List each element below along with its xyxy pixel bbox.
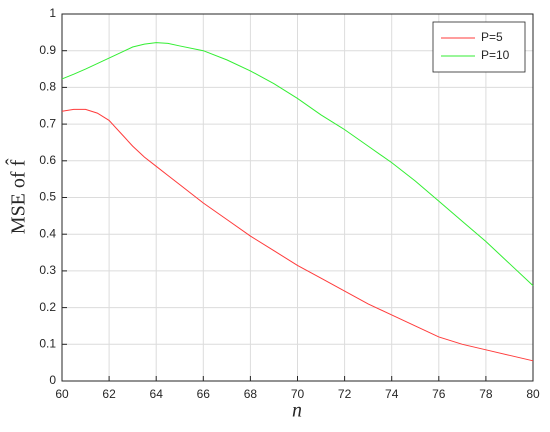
y-tick-label: 0.8 [39, 80, 56, 94]
legend-label: P=10 [481, 48, 510, 62]
x-tick-label: 80 [526, 387, 540, 401]
x-tick-label: 62 [102, 387, 116, 401]
x-tick-label: 66 [197, 387, 211, 401]
x-tick-label: 60 [55, 387, 69, 401]
y-tick-label: 0.6 [39, 153, 56, 167]
y-tick-label: 1 [49, 6, 56, 20]
x-tick-label: 74 [385, 387, 399, 401]
legend-box [432, 21, 526, 73]
x-tick-label: 78 [479, 387, 493, 401]
x-tick-label: 76 [432, 387, 446, 401]
y-axis-label: MSE of f̂ [5, 158, 30, 234]
x-tick-label: 72 [338, 387, 352, 401]
x-axis-label: n [292, 400, 302, 422]
y-tick-label: 0.1 [39, 336, 56, 350]
y-tick-label: 0.9 [39, 43, 56, 57]
plot-frame [61, 13, 534, 382]
y-tick-label: 0.2 [39, 300, 56, 314]
y-tick-label: 0.3 [39, 263, 56, 277]
y-tick-label: 0.5 [39, 190, 56, 204]
data-line [61, 108, 534, 362]
y-tick-label: 0.4 [39, 226, 56, 240]
x-tick-label: 64 [150, 387, 164, 401]
y-tick-label: 0 [49, 373, 56, 387]
x-tick-label: 70 [291, 387, 305, 401]
legend-label: P=5 [481, 30, 503, 44]
x-tick-label: 68 [244, 387, 258, 401]
data-line [61, 42, 534, 286]
y-tick-label: 0.7 [39, 116, 56, 130]
